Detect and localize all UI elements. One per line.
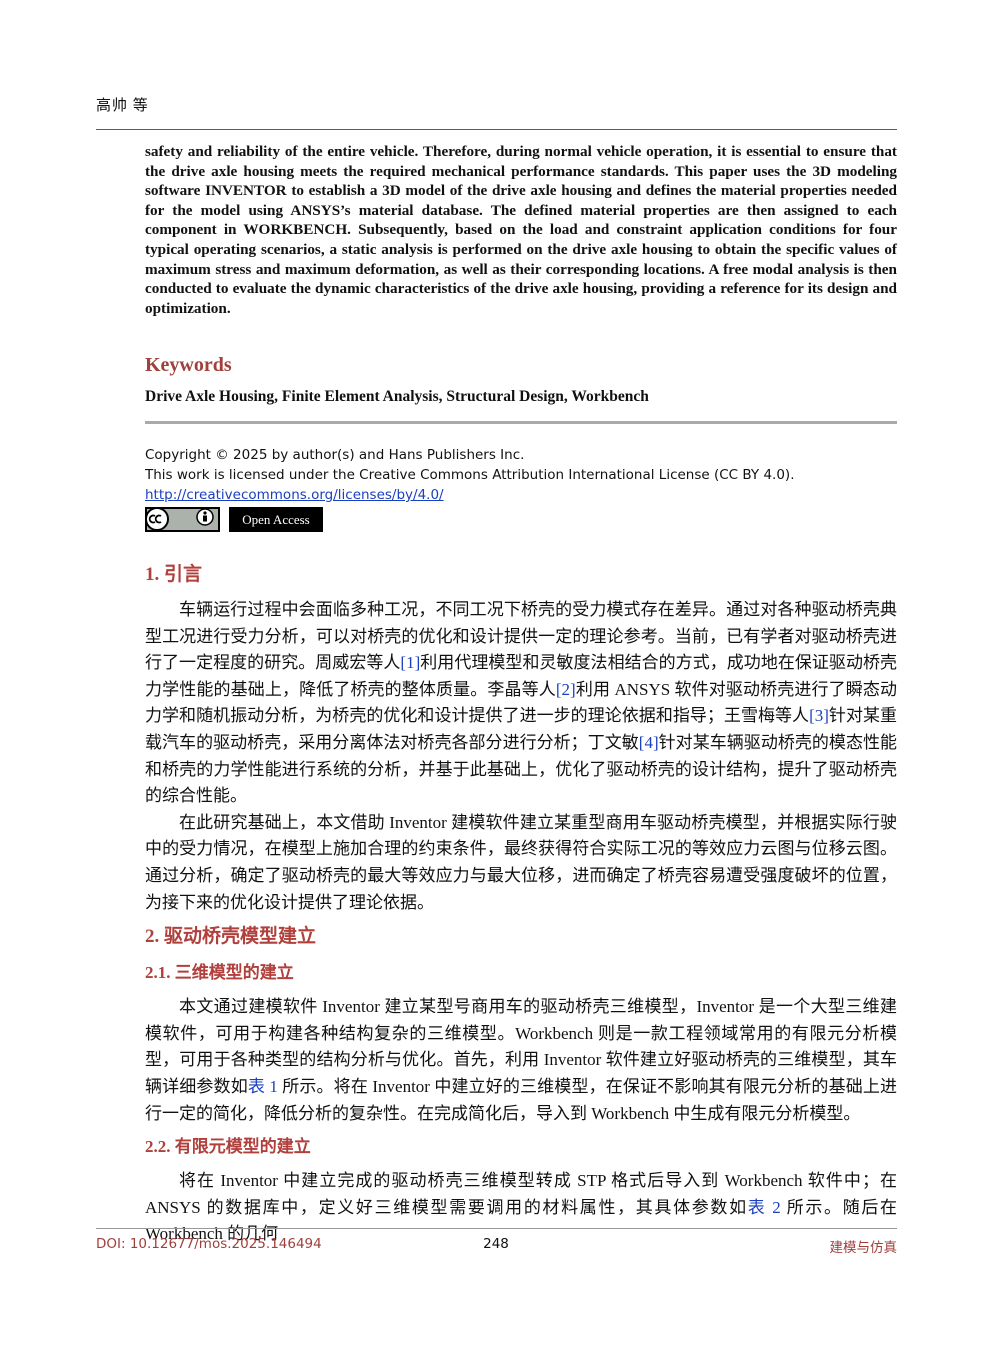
running-header: 高帅 等 <box>96 98 149 114</box>
copyright: Copyright © 2025 by author(s) and Hans P… <box>145 445 795 505</box>
section: 2. 驱动桥壳模型建立 2.1. 三维模型的建立本文通过建模软件 Inventor… <box>145 922 897 1248</box>
text-run: 将在 Inventor 中建立完成的驱动桥壳三维模型转成 STP 格式后导入到 … <box>145 1171 897 1217</box>
abstract: safety and reliability of the entire veh… <box>145 143 897 317</box>
text-run: 所示。随后在 Workbench 的几何 <box>145 1197 898 1244</box>
reference-link[interactable]: 表 1 <box>247 1076 278 1096</box>
paragraph: 在此研究基础上，本文借助 Inventor 建模软件建立某重型商用车驱动桥壳模型… <box>145 810 897 916</box>
subsection-heading: 2.2. 有限元模型的建立 <box>145 1137 311 1157</box>
by-head <box>203 511 207 515</box>
subsection-heading: 2.1. 三维模型的建立 <box>145 963 294 983</box>
text-run: 在此研究基础上，本文借助 Inventor 建模软件建立某重型商用车驱动桥壳模型… <box>145 812 897 912</box>
cc-glyph <box>148 514 162 524</box>
doi: DOI: 10.12677/mos.2025.146494 <box>96 1236 322 1252</box>
subsection: 2.2. 有限元模型的建立将在 Inventor 中建立完成的驱动桥壳三维模型转… <box>145 1133 897 1248</box>
text-run: 针对某车辆驱动桥壳的模态性能和桥壳的力学性能进行系统的分析，并基于此基础上，优化… <box>145 732 898 806</box>
body: 1. 引言车辆运行过程中会面临多种工况，不同工况下桥壳的受力模式存在差异。通过对… <box>145 560 897 1248</box>
license-link[interactable]: http://creativecommons.org/licenses/by/4… <box>145 487 444 503</box>
text-run: 利用 ANSYS 软件对驱动桥壳进行了瞬态动力学和随机振动分析，为桥壳的优化和设… <box>145 679 897 726</box>
paragraph: 本文通过建模软件 Inventor 建立某型号商用车的驱动桥壳三维模型，Inve… <box>145 994 897 1127</box>
section-heading: 2. 驱动桥壳模型建立 <box>145 926 317 948</box>
oa-badge <box>229 507 323 532</box>
subsection: 2.1. 三维模型的建立本文通过建模软件 Inventor 建立某型号商用车的驱… <box>145 959 897 1127</box>
reference-link[interactable]: [3] <box>809 706 829 726</box>
footer-rule <box>96 1228 897 1229</box>
by-body <box>203 515 207 522</box>
license-line: This work is licensed under the Creative… <box>145 467 795 483</box>
text-run: 所示。将在 Inventor 中建立好的三维模型，在保证不影响其有限元分析的基础… <box>145 1076 897 1123</box>
paragraph: 将在 Inventor 中建立完成的驱动桥壳三维模型转成 STP 格式后导入到 … <box>145 1168 897 1248</box>
page-number: 248 <box>483 1236 509 1252</box>
badges: Open Access <box>145 506 325 539</box>
section-heading: 1. 引言 <box>145 564 203 585</box>
keywords: Drive Axle Housing, Finite Element Analy… <box>145 388 649 405</box>
cc-icon <box>145 507 169 531</box>
section: 1. 引言车辆运行过程中会面临多种工况，不同工况下桥壳的受力模式存在差异。通过对… <box>145 560 897 916</box>
text-run: 车辆运行过程中会面临多种工况，不同工况下桥壳的受力模式存在差异。通过对各种驱动桥… <box>145 600 897 673</box>
divider <box>145 421 897 424</box>
journal: 建模与仿真 <box>829 1240 898 1256</box>
reference-link[interactable]: [4] <box>638 732 659 752</box>
oa-text: Open Access <box>242 512 310 527</box>
text-run: 利用代理模型和灵敏度法相结合的方式，成功地在保证驱动桥壳力学性能的基础上，降低了… <box>145 653 898 699</box>
paragraph: 车辆运行过程中会面临多种工况，不同工况下桥壳的受力模式存在差异。通过对各种驱动桥… <box>145 597 897 810</box>
reference-link[interactable]: [2] <box>555 679 576 699</box>
badge-icons: Open Access <box>145 507 323 532</box>
reference-link[interactable]: 表 2 <box>747 1197 781 1217</box>
reference-link[interactable]: [1] <box>400 653 421 673</box>
copyright-line: Copyright © 2025 by author(s) and Hans P… <box>145 447 525 463</box>
header-rule <box>96 129 897 130</box>
keywords-heading: Keywords <box>145 354 232 376</box>
text-run: 针对某重载汽车的驱动桥壳，采用分离体法对桥壳各部分进行分析；丁文敏 <box>145 706 897 752</box>
text-run: 本文通过建模软件 Inventor 建立某型号商用车的驱动桥壳三维模型，Inve… <box>145 997 897 1096</box>
